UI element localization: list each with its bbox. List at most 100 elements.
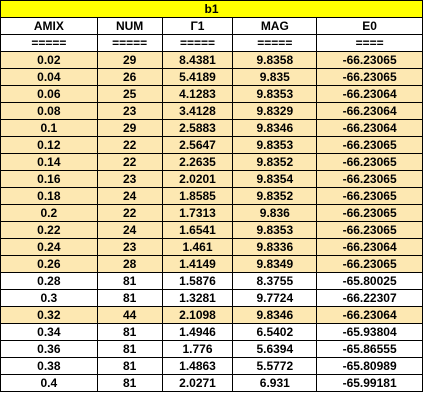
cell-gamma1[interactable]: 2.5647 (161, 136, 234, 154)
cell-gamma1[interactable]: 2.1098 (161, 306, 234, 324)
cell-amix[interactable]: 0.06 (0, 85, 98, 103)
cell-gamma1[interactable]: 2.0271 (161, 374, 234, 392)
cell-num[interactable]: 24 (96, 187, 163, 205)
cell-amix[interactable]: 0.34 (0, 323, 98, 341)
cell-e0[interactable]: -66.22307 (316, 289, 423, 307)
cell-amix[interactable]: 0.32 (0, 306, 98, 324)
cell-gamma1[interactable]: 2.2635 (161, 153, 234, 171)
cell-amix[interactable]: 0.4 (0, 374, 98, 392)
cell-gamma1[interactable]: 1.4863 (161, 357, 234, 375)
cell-e0[interactable]: -65.99181 (316, 374, 423, 392)
cell-mag[interactable]: 9.7724 (232, 289, 318, 307)
cell-e0[interactable]: -66.23065 (316, 221, 423, 239)
sheet-title-cell[interactable]: b1 (0, 0, 423, 18)
cell-e0[interactable]: -66.23064 (316, 102, 423, 120)
cell-num[interactable]: 22 (96, 136, 163, 154)
cell-amix[interactable]: 0.26 (0, 255, 98, 273)
cell-num[interactable]: 81 (96, 272, 163, 290)
cell-gamma1[interactable]: 2.5883 (161, 119, 234, 137)
cell-gamma1[interactable]: 1.4149 (161, 255, 234, 273)
cell-amix[interactable]: 0.24 (0, 238, 98, 256)
cell-gamma1[interactable]: 4.1283 (161, 85, 234, 103)
cell-e0[interactable]: -66.23064 (316, 306, 423, 324)
separator-cell[interactable]: ===== (96, 34, 163, 52)
cell-mag[interactable]: 9.836 (232, 204, 318, 222)
cell-e0[interactable]: -66.23065 (316, 136, 423, 154)
cell-num[interactable]: 22 (96, 204, 163, 222)
header-e0[interactable]: E0 (316, 17, 423, 35)
cell-mag[interactable]: 9.8352 (232, 187, 318, 205)
cell-amix[interactable]: 0.18 (0, 187, 98, 205)
cell-gamma1[interactable]: 5.4189 (161, 68, 234, 86)
cell-amix[interactable]: 0.02 (0, 51, 98, 69)
cell-num[interactable]: 81 (96, 340, 163, 358)
cell-num[interactable]: 44 (96, 306, 163, 324)
cell-e0[interactable]: -66.23064 (316, 119, 423, 137)
separator-cell[interactable]: ===== (0, 34, 98, 52)
cell-amix[interactable]: 0.12 (0, 136, 98, 154)
cell-amix[interactable]: 0.38 (0, 357, 98, 375)
cell-mag[interactable]: 9.8358 (232, 51, 318, 69)
cell-e0[interactable]: -66.23064 (316, 85, 423, 103)
cell-amix[interactable]: 0.3 (0, 289, 98, 307)
cell-mag[interactable]: 9.8353 (232, 136, 318, 154)
cell-e0[interactable]: -66.23065 (316, 68, 423, 86)
cell-mag[interactable]: 9.8346 (232, 119, 318, 137)
cell-amix[interactable]: 0.1 (0, 119, 98, 137)
cell-e0[interactable]: -66.23065 (316, 204, 423, 222)
cell-mag[interactable]: 5.6394 (232, 340, 318, 358)
cell-mag[interactable]: 9.8336 (232, 238, 318, 256)
cell-num[interactable]: 24 (96, 221, 163, 239)
cell-num[interactable]: 81 (96, 357, 163, 375)
cell-e0[interactable]: -65.80989 (316, 357, 423, 375)
cell-amix[interactable]: 0.22 (0, 221, 98, 239)
header-gamma1[interactable]: Γ1 (161, 17, 234, 35)
cell-mag[interactable]: 9.8353 (232, 85, 318, 103)
cell-num[interactable]: 22 (96, 153, 163, 171)
cell-e0[interactable]: -65.93804 (316, 323, 423, 341)
separator-cell[interactable]: ==== (316, 34, 423, 52)
cell-num[interactable]: 81 (96, 289, 163, 307)
cell-gamma1[interactable]: 8.4381 (161, 51, 234, 69)
cell-mag[interactable]: 9.8349 (232, 255, 318, 273)
cell-mag[interactable]: 9.8329 (232, 102, 318, 120)
cell-gamma1[interactable]: 1.8585 (161, 187, 234, 205)
cell-amix[interactable]: 0.36 (0, 340, 98, 358)
cell-num[interactable]: 81 (96, 323, 163, 341)
cell-num[interactable]: 26 (96, 68, 163, 86)
cell-num[interactable]: 29 (96, 119, 163, 137)
cell-amix[interactable]: 0.14 (0, 153, 98, 171)
cell-amix[interactable]: 0.08 (0, 102, 98, 120)
cell-gamma1[interactable]: 1.4946 (161, 323, 234, 341)
cell-amix[interactable]: 0.16 (0, 170, 98, 188)
cell-gamma1[interactable]: 1.461 (161, 238, 234, 256)
header-num[interactable]: NUM (96, 17, 163, 35)
cell-e0[interactable]: -66.23065 (316, 153, 423, 171)
cell-e0[interactable]: -66.23065 (316, 255, 423, 273)
cell-e0[interactable]: -66.23064 (316, 238, 423, 256)
cell-gamma1[interactable]: 1.7313 (161, 204, 234, 222)
separator-cell[interactable]: ===== (232, 34, 318, 52)
cell-num[interactable]: 23 (96, 170, 163, 188)
cell-gamma1[interactable]: 2.0201 (161, 170, 234, 188)
cell-num[interactable]: 23 (96, 238, 163, 256)
cell-mag[interactable]: 9.8353 (232, 221, 318, 239)
cell-mag[interactable]: 5.5772 (232, 357, 318, 375)
cell-e0[interactable]: -66.23065 (316, 187, 423, 205)
cell-mag[interactable]: 9.8352 (232, 153, 318, 171)
cell-mag[interactable]: 6.931 (232, 374, 318, 392)
cell-amix[interactable]: 0.2 (0, 204, 98, 222)
header-mag[interactable]: MAG (232, 17, 318, 35)
cell-e0[interactable]: -66.23065 (316, 51, 423, 69)
header-amix[interactable]: AMIX (0, 17, 98, 35)
cell-e0[interactable]: -66.23065 (316, 170, 423, 188)
cell-num[interactable]: 23 (96, 102, 163, 120)
cell-mag[interactable]: 9.8354 (232, 170, 318, 188)
cell-gamma1[interactable]: 1.3281 (161, 289, 234, 307)
cell-gamma1[interactable]: 1.5876 (161, 272, 234, 290)
cell-num[interactable]: 81 (96, 374, 163, 392)
cell-gamma1[interactable]: 3.4128 (161, 102, 234, 120)
cell-mag[interactable]: 9.835 (232, 68, 318, 86)
cell-gamma1[interactable]: 1.6541 (161, 221, 234, 239)
cell-num[interactable]: 25 (96, 85, 163, 103)
